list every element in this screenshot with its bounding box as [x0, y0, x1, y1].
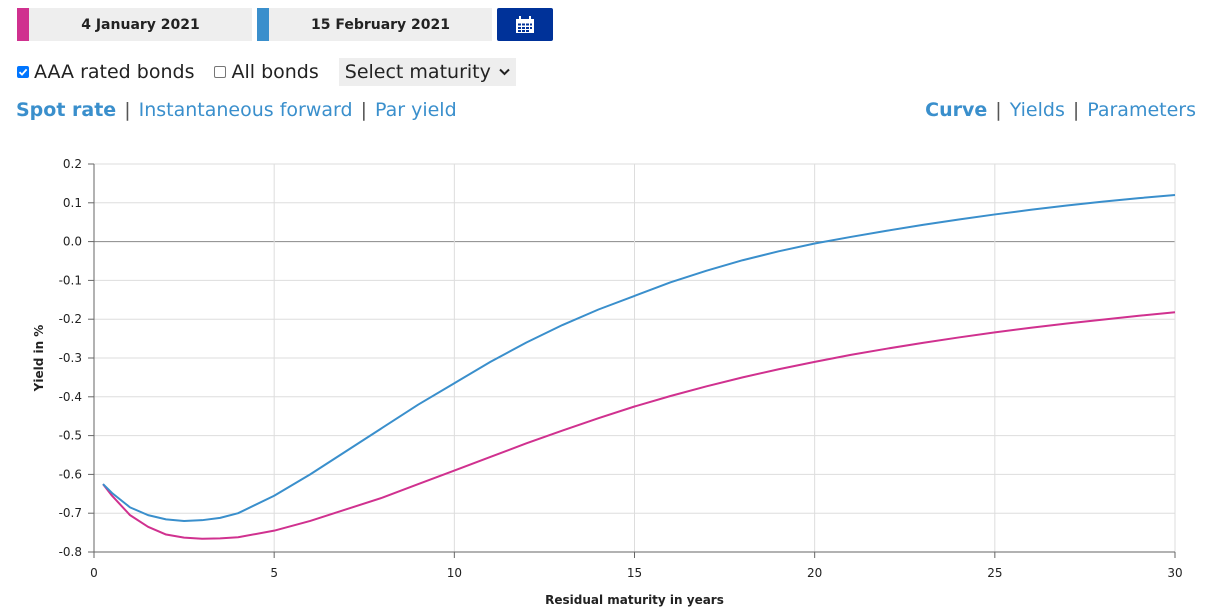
calendar-button[interactable]	[497, 8, 553, 41]
x-tick-label: 30	[1167, 566, 1182, 580]
y-tick-label: -0.6	[59, 467, 82, 481]
view-nav: Curve | Yields | Parameters	[925, 97, 1196, 123]
start-date-color-marker	[17, 8, 29, 41]
x-tick-label: 5	[270, 566, 278, 580]
x-tick-label: 10	[447, 566, 462, 580]
x-tick-label: 25	[987, 566, 1002, 580]
nav-separator: |	[360, 99, 367, 121]
chart-series	[102, 194, 1176, 540]
x-tick-label: 0	[90, 566, 98, 580]
chart-axes: 0.2 0.1 0.0 -0.1 -0.2 -0.3 -0.4 -0.5 -0.6 -0.7 -0.…	[59, 157, 1183, 580]
all-bonds-checkbox[interactable]	[214, 66, 227, 78]
y-tick-label: 0.2	[63, 157, 82, 171]
maturity-select[interactable]: Select maturity	[338, 58, 516, 86]
y-tick-label: -0.3	[59, 351, 82, 365]
start-date-picker[interactable]: 4 January 2021	[17, 8, 252, 41]
maturity-select-value: Select maturity	[344, 61, 491, 83]
aaa-bonds-option[interactable]: AAA rated bonds	[17, 61, 194, 83]
x-axis-title: Residual maturity in years	[545, 593, 724, 607]
all-bonds-option[interactable]: All bonds	[214, 61, 319, 83]
series-line-2	[102, 194, 1176, 522]
bond-filters: AAA rated bonds All bonds Select maturit…	[17, 58, 516, 86]
end-date-color-marker	[257, 8, 269, 41]
all-bonds-label: All bonds	[231, 61, 319, 83]
yield-curve-chart: 0.2 0.1 0.0 -0.1 -0.2 -0.3 -0.4 -0.5 -0.6 -0.7 -0.…	[32, 157, 1183, 607]
rate-type-nav: Spot rate | Instantaneous forward | Par …	[16, 97, 457, 123]
chart-grid	[94, 163, 1176, 553]
y-tick-label: 0.0	[63, 235, 82, 249]
y-tick-label: 0.1	[63, 196, 82, 210]
y-axis-title: Yield in %	[32, 325, 46, 393]
end-date-label: 15 February 2021	[310, 16, 451, 33]
nav-separator: |	[1072, 99, 1080, 121]
series-line-1	[102, 311, 1176, 540]
x-tick-label: 15	[627, 566, 642, 580]
calendar-icon	[516, 15, 534, 33]
y-tick-label: -0.1	[59, 273, 82, 287]
y-tick-label: -0.7	[59, 506, 82, 520]
x-tick-label: 20	[807, 566, 822, 580]
tab-curve[interactable]: Curve	[925, 99, 988, 121]
tab-spot-rate[interactable]: Spot rate	[16, 99, 117, 121]
tab-instantaneous-forward[interactable]: Instantaneous forward	[138, 99, 353, 121]
checkmark-icon	[18, 68, 28, 76]
end-date-picker[interactable]: 15 February 2021	[257, 8, 492, 41]
tab-parameters[interactable]: Parameters	[1087, 99, 1196, 121]
nav-separator: |	[124, 99, 131, 121]
tab-yields[interactable]: Yields	[1009, 99, 1065, 121]
chevron-down-icon	[499, 65, 510, 79]
aaa-bonds-checkbox[interactable]	[17, 66, 29, 78]
y-tick-label: -0.4	[59, 390, 82, 404]
aaa-bonds-label: AAA rated bonds	[34, 61, 195, 83]
tab-par-yield[interactable]: Par yield	[374, 99, 457, 121]
start-date-label: 4 January 2021	[81, 16, 200, 33]
y-tick-label: -0.8	[59, 545, 82, 559]
y-tick-label: -0.5	[59, 429, 82, 443]
nav-separator: |	[995, 99, 1002, 121]
y-tick-label: -0.2	[59, 312, 82, 326]
